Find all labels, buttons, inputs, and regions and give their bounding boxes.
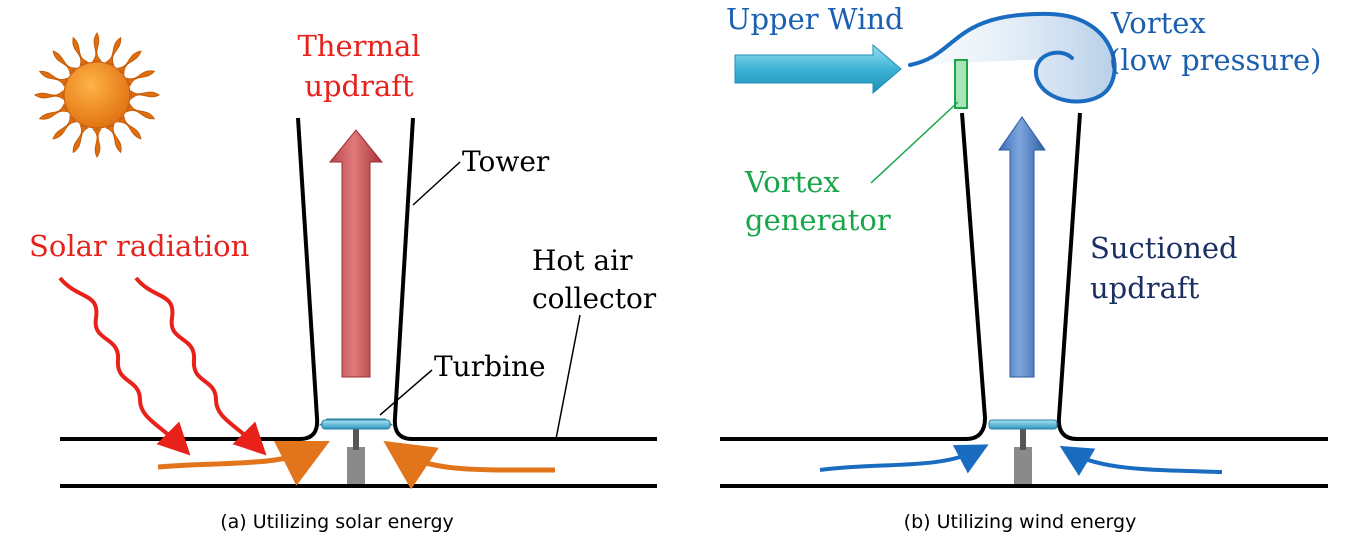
suctioned-label-1: Suctioned — [1090, 231, 1238, 265]
radiation-arrow-1 — [58, 276, 191, 456]
airflow-b-right-arrow — [1059, 445, 1223, 477]
thermal-updraft-arrow — [328, 129, 384, 378]
vortex-label-1: Vortex — [1110, 6, 1206, 40]
panel-a: Thermal updraft Tower Solar radiation Ho… — [29, 29, 657, 533]
vortex-generator — [954, 59, 968, 109]
suctioned-label-2: updraft — [1090, 271, 1200, 305]
sun-icon — [34, 32, 160, 158]
airflow-left-arrow — [157, 441, 330, 486]
upper-wind-arrow — [734, 43, 902, 95]
hot-air-label-2: collector — [532, 282, 657, 315]
airflow-right-arrow — [383, 440, 556, 490]
collector-roof-right — [392, 117, 657, 441]
tower-label: Tower — [462, 145, 550, 178]
upper-wind-label: Upper Wind — [726, 2, 904, 36]
thermal-label-1: Thermal — [297, 29, 420, 63]
vortex-generator-label-2: generator — [745, 203, 891, 237]
vortex-label-2: (low pressure) — [1109, 43, 1321, 77]
panel-b: Upper Wind Vortex (low pressure) Vortex … — [720, 2, 1328, 533]
suctioned-updraft-arrow — [998, 116, 1046, 378]
turbine-leader — [379, 369, 433, 416]
caption-b: (b) Utilizing wind energy — [904, 511, 1137, 533]
airflow-b-left-arrow — [819, 444, 989, 474]
turbine-icon — [318, 418, 394, 484]
vortex-shape — [908, 11, 1117, 104]
vortex-generator-label-1: Vortex — [744, 165, 840, 199]
turbine-icon — [988, 419, 1058, 484]
caption-a: (a) Utilizing solar energy — [220, 511, 454, 533]
radiation-arrow-2 — [134, 276, 267, 456]
vortex-generator-leader — [870, 101, 959, 184]
solar-radiation-label: Solar radiation — [29, 229, 249, 263]
turbine-label: Turbine — [434, 350, 546, 383]
tower-leader — [412, 161, 461, 206]
tower-b-right — [1056, 112, 1328, 441]
collector-roof-left — [60, 117, 320, 441]
collector-leader — [555, 314, 581, 440]
tower-b-left — [720, 112, 988, 441]
hot-air-label-1: Hot air — [532, 244, 633, 277]
thermal-label-2: updraft — [304, 69, 414, 103]
